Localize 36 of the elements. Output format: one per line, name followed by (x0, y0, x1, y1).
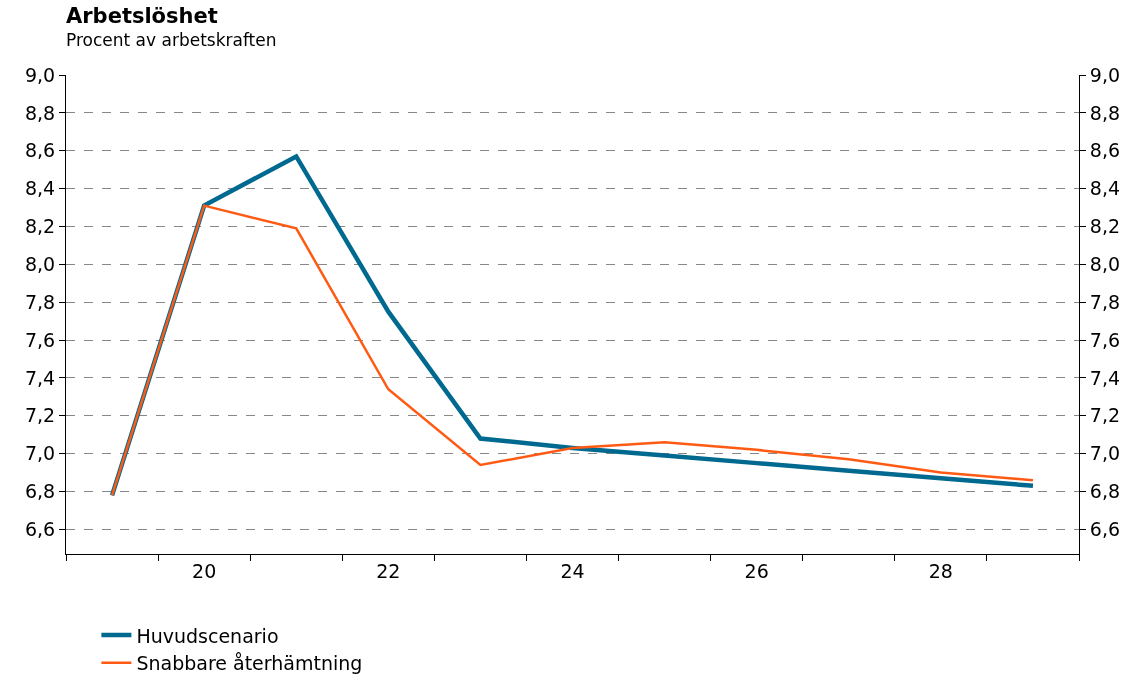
y2-tick-label: 8,4 (1089, 177, 1121, 200)
chart-title: Arbetslöshet (66, 4, 218, 28)
y-tick-label: 6,6 (24, 518, 56, 541)
line-series (110, 204, 1035, 497)
y-tick-label: 7,4 (24, 366, 56, 389)
y2-tick-label: 8,2 (1089, 215, 1121, 238)
y2-tick-label: 7,8 (1089, 290, 1121, 313)
y-tick-label: 7,2 (24, 404, 56, 427)
chart-subtitle: Procent av arbetskraften (66, 30, 277, 50)
y-tick-label: 7,0 (24, 442, 56, 465)
y2-tick-label: 9,0 (1089, 63, 1121, 86)
y2-tick-label: 8,0 (1089, 252, 1121, 275)
y2-tick-label: 8,6 (1089, 139, 1121, 162)
y-tick-label: 6,8 (24, 480, 56, 503)
legend-label: Huvudscenario (136, 624, 279, 647)
y-tick-label: 7,6 (24, 328, 56, 351)
y2-tick-label: 6,8 (1089, 480, 1121, 503)
y2-tick-label: 7,6 (1089, 328, 1121, 351)
y2-tick-label: 7,4 (1089, 366, 1121, 389)
y-tick-label: 8,4 (24, 177, 56, 200)
y2-tick-label: 8,8 (1089, 101, 1121, 124)
y-tick-label: 8,2 (24, 215, 56, 238)
x-tick-label: 26 (744, 559, 769, 582)
y2-tick-label: 7,2 (1089, 404, 1121, 427)
x-tick-label: 24 (560, 559, 585, 582)
y2-tick-label: 6,6 (1089, 518, 1121, 541)
y-tick-label: 7,8 (24, 290, 56, 313)
y-tick-label: 8,6 (24, 139, 56, 162)
y-tick-label: 8,8 (24, 101, 56, 124)
x-tick-label: 20 (192, 559, 217, 582)
legend-label: Snabbare återhämtning (136, 652, 363, 675)
x-tick-label: 22 (376, 559, 401, 582)
x-tick-label: 28 (928, 559, 953, 582)
y-tick-label: 8,0 (24, 252, 56, 275)
y2-tick-label: 7,0 (1089, 442, 1121, 465)
y-tick-label: 9,0 (24, 63, 56, 86)
